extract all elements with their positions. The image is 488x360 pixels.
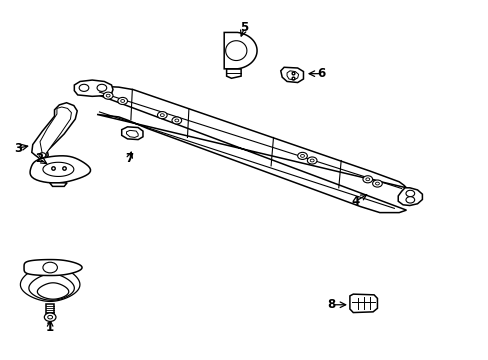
Polygon shape: [280, 67, 303, 82]
Circle shape: [172, 117, 181, 124]
Text: 1: 1: [46, 321, 54, 334]
Circle shape: [48, 315, 53, 319]
Polygon shape: [29, 274, 74, 300]
Text: 3: 3: [14, 141, 22, 154]
Circle shape: [297, 152, 307, 159]
Polygon shape: [30, 156, 90, 183]
Polygon shape: [224, 32, 257, 69]
Circle shape: [97, 84, 106, 91]
Text: 5: 5: [240, 21, 248, 34]
Polygon shape: [20, 265, 80, 301]
Polygon shape: [226, 69, 241, 78]
Circle shape: [405, 190, 414, 197]
Circle shape: [160, 114, 164, 117]
Polygon shape: [122, 127, 142, 140]
Polygon shape: [126, 130, 138, 138]
Polygon shape: [349, 294, 377, 312]
Polygon shape: [74, 80, 113, 96]
Circle shape: [405, 197, 414, 203]
Polygon shape: [50, 183, 67, 186]
Circle shape: [157, 112, 167, 119]
Polygon shape: [46, 304, 54, 316]
Circle shape: [307, 157, 316, 164]
Circle shape: [375, 182, 379, 185]
Circle shape: [362, 176, 372, 183]
Text: 2: 2: [35, 152, 43, 165]
Circle shape: [39, 153, 46, 158]
Polygon shape: [32, 103, 77, 161]
Circle shape: [44, 313, 56, 321]
Polygon shape: [40, 107, 71, 157]
Circle shape: [43, 262, 57, 273]
Circle shape: [300, 154, 304, 157]
Circle shape: [79, 84, 89, 91]
Circle shape: [121, 100, 124, 102]
Circle shape: [118, 98, 127, 104]
Polygon shape: [24, 260, 82, 275]
Polygon shape: [286, 71, 298, 80]
Circle shape: [175, 119, 179, 122]
Text: 6: 6: [317, 67, 325, 80]
Circle shape: [103, 92, 113, 99]
Text: 7: 7: [125, 152, 133, 165]
Circle shape: [365, 178, 369, 181]
Polygon shape: [37, 283, 69, 299]
Polygon shape: [225, 41, 246, 60]
Circle shape: [372, 180, 382, 187]
Circle shape: [106, 94, 110, 97]
Circle shape: [309, 159, 313, 162]
Polygon shape: [397, 188, 422, 206]
Text: 8: 8: [327, 298, 335, 311]
Text: 4: 4: [351, 195, 359, 208]
Polygon shape: [43, 162, 74, 176]
Polygon shape: [84, 86, 406, 213]
